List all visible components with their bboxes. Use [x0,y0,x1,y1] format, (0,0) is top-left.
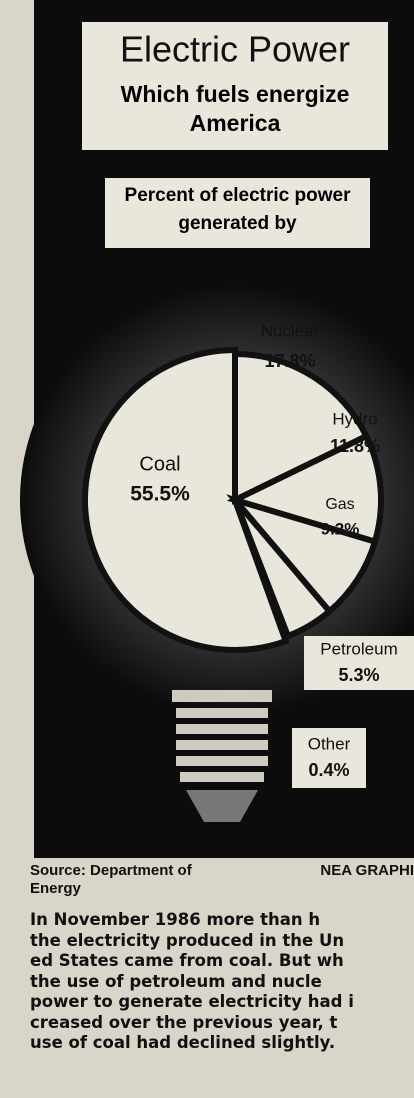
chart-label: Percent of electric power generated by [110,182,365,238]
label-wrap: Percent of electric power generated by [110,182,365,246]
source-row: Source: Department of Energy NEA GRAPHI [30,862,414,898]
category-label: Hydro [332,409,377,428]
body-line: the electricity produced in the Un [30,931,414,952]
body-line: power to generate electricity had i [30,992,414,1013]
base-ring [180,772,264,782]
chart-subtitle: Which fuels energize America [100,80,370,138]
page: Electric Power Which fuels energize Amer… [0,0,414,1098]
base-ring [176,740,268,750]
text-wrap: Source: Department of Energy NEA GRAPHI … [30,862,414,1098]
value-label: 11.8% [330,436,380,456]
credit: NEA GRAPHI [320,862,414,898]
category-label: Other [308,734,351,753]
subtitle-wrap: Which fuels energize America [100,80,370,146]
value-label: 55.5% [130,483,190,506]
body-line: ed States came from coal. But wh [30,951,414,972]
body-line: the use of petroleum and nucle [30,972,414,993]
base-ring [176,756,268,766]
base-ring [176,724,268,734]
base-ring [176,708,268,718]
value-label: 17.8% [264,351,315,371]
category-label: Coal [139,453,180,475]
body-line: creased over the previous year, t [30,1013,414,1034]
chart-title: Electric Power [120,29,350,70]
base-ring [172,690,272,702]
source: Source: Department of Energy [30,862,240,898]
body-line: use of coal had declined slightly. [30,1033,414,1054]
text-block: Source: Department of Energy NEA GRAPHI … [30,862,414,1054]
chart: Electric Power Which fuels energize Amer… [0,0,414,1098]
category-label: Gas [325,496,354,513]
value-label: 9.2% [321,519,360,538]
category-label: Nuclear [261,321,320,340]
value-label: 0.4% [308,760,349,780]
category-label: Petroleum [320,639,397,658]
body-line: In November 1986 more than h [30,910,414,931]
value-label: 5.3% [338,665,379,685]
